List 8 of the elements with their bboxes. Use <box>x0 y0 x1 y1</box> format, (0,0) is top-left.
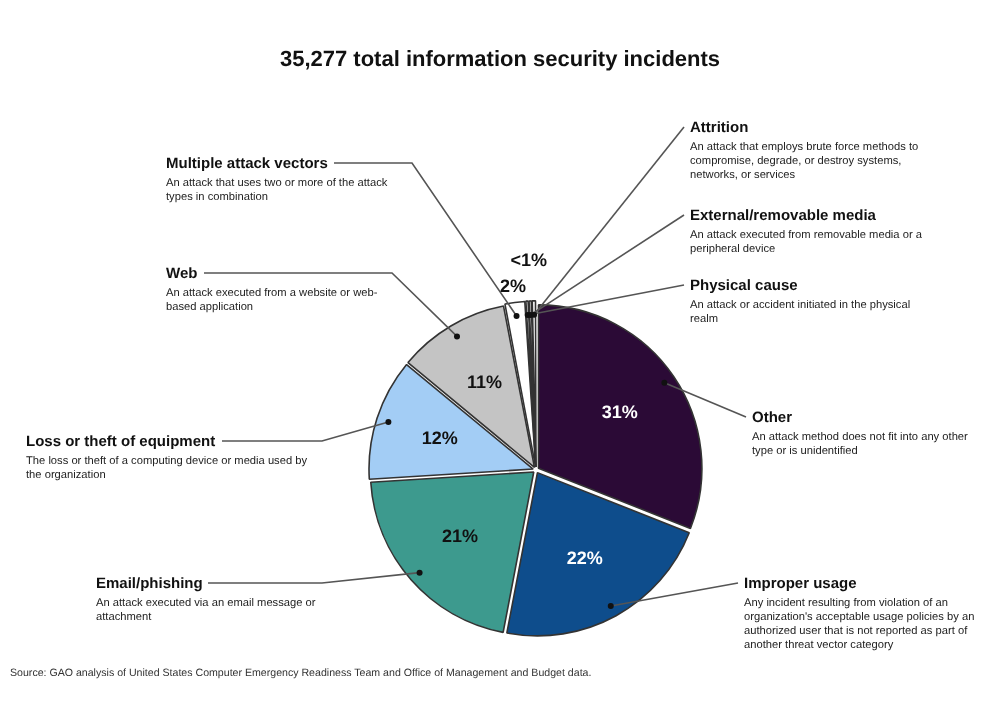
data-label: 31% <box>601 402 638 423</box>
data-label: <1% <box>510 250 548 271</box>
data-label: 11% <box>466 371 503 392</box>
data-label: 22% <box>566 547 603 568</box>
chart-title: 35,277 total information security incidents <box>277 48 723 72</box>
data-label: 12% <box>421 427 458 448</box>
data-label: 2% <box>499 276 526 297</box>
data-label: 21% <box>442 525 479 546</box>
